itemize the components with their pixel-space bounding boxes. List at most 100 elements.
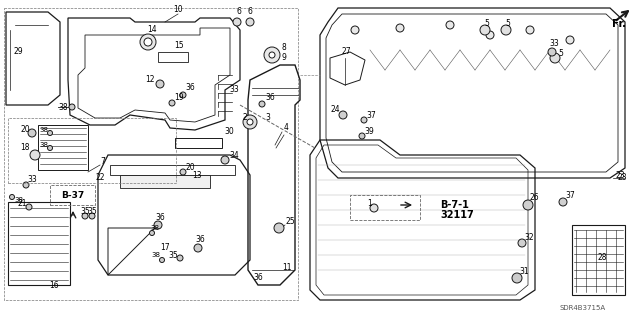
Circle shape (480, 25, 490, 35)
Text: 34: 34 (229, 151, 239, 160)
Text: 15: 15 (174, 41, 184, 50)
Text: 23: 23 (618, 174, 628, 182)
Circle shape (548, 48, 556, 56)
Text: 33: 33 (229, 85, 239, 94)
Circle shape (30, 150, 40, 160)
Text: 18: 18 (20, 144, 30, 152)
Text: 35: 35 (87, 207, 97, 217)
Circle shape (247, 119, 253, 125)
Text: 20: 20 (186, 164, 196, 173)
Circle shape (194, 244, 202, 252)
Bar (350, 195, 420, 220)
Text: 31: 31 (519, 268, 529, 277)
Text: 5: 5 (484, 19, 490, 27)
Text: SDR4B3715A: SDR4B3715A (560, 305, 606, 311)
Circle shape (180, 92, 186, 98)
Text: 35: 35 (168, 250, 178, 259)
Circle shape (26, 204, 32, 210)
Circle shape (47, 130, 52, 136)
Circle shape (28, 129, 36, 137)
Circle shape (446, 21, 454, 29)
Circle shape (359, 133, 365, 139)
Text: 38: 38 (150, 225, 159, 231)
Text: 38: 38 (14, 197, 23, 203)
Circle shape (512, 273, 522, 283)
Circle shape (269, 52, 275, 58)
Text: 10: 10 (173, 5, 183, 14)
Circle shape (274, 223, 284, 233)
Circle shape (10, 195, 15, 199)
Text: 30: 30 (224, 128, 234, 137)
Circle shape (243, 115, 257, 129)
Text: 29: 29 (14, 48, 24, 56)
Circle shape (501, 25, 511, 35)
Text: 33: 33 (549, 40, 559, 48)
Circle shape (154, 221, 162, 229)
Text: 38: 38 (39, 127, 48, 133)
Text: 16: 16 (49, 280, 59, 290)
Text: 4: 4 (284, 123, 289, 132)
Text: 14: 14 (147, 26, 157, 34)
Text: 38: 38 (58, 102, 68, 112)
Circle shape (159, 257, 164, 263)
Circle shape (156, 80, 164, 88)
Circle shape (82, 213, 88, 219)
Bar (50, 185, 95, 205)
Text: 3: 3 (265, 114, 270, 122)
Circle shape (361, 117, 367, 123)
Text: 36: 36 (155, 213, 165, 222)
Circle shape (177, 255, 183, 261)
Circle shape (47, 145, 52, 151)
Circle shape (69, 104, 75, 110)
Circle shape (23, 182, 29, 188)
Text: 5: 5 (506, 19, 511, 27)
Text: 27: 27 (341, 48, 351, 56)
Text: 37: 37 (366, 110, 376, 120)
Text: B-7-1: B-7-1 (440, 200, 469, 210)
Text: 5: 5 (558, 48, 563, 57)
Text: 37: 37 (565, 191, 575, 201)
Circle shape (396, 24, 404, 32)
Text: 19: 19 (174, 93, 184, 101)
Circle shape (150, 231, 154, 235)
Text: 35: 35 (80, 207, 90, 217)
Circle shape (144, 38, 152, 46)
Circle shape (559, 198, 567, 206)
Text: 11: 11 (282, 263, 291, 272)
Circle shape (89, 213, 95, 219)
Text: 17: 17 (161, 243, 170, 253)
Text: 25: 25 (285, 218, 294, 226)
Text: 36: 36 (185, 84, 195, 93)
Polygon shape (120, 175, 210, 188)
Text: 36: 36 (253, 273, 263, 283)
Text: 32117: 32117 (440, 210, 474, 220)
Text: 36: 36 (195, 235, 205, 244)
Text: 6: 6 (237, 8, 241, 17)
Text: 8: 8 (282, 43, 287, 53)
Circle shape (180, 169, 186, 175)
Text: 24: 24 (330, 106, 340, 115)
Text: 21: 21 (17, 198, 27, 207)
Text: 12: 12 (145, 76, 155, 85)
Text: 7: 7 (100, 158, 105, 167)
Text: B-37: B-37 (61, 191, 84, 201)
Circle shape (370, 204, 378, 212)
Text: 1: 1 (367, 199, 372, 209)
Text: 28: 28 (597, 254, 607, 263)
Circle shape (259, 101, 265, 107)
Text: 36: 36 (265, 93, 275, 101)
Text: 32: 32 (524, 233, 534, 241)
Text: 38: 38 (151, 252, 160, 258)
Bar (8, 118, 176, 183)
Circle shape (339, 111, 347, 119)
Circle shape (351, 26, 359, 34)
Circle shape (566, 36, 574, 44)
Text: 23: 23 (615, 170, 625, 180)
Circle shape (486, 31, 494, 39)
Circle shape (526, 26, 534, 34)
Text: 39: 39 (364, 128, 374, 137)
Text: 22: 22 (95, 174, 105, 182)
Circle shape (140, 34, 156, 50)
Text: 2: 2 (243, 114, 247, 122)
Circle shape (221, 156, 229, 164)
